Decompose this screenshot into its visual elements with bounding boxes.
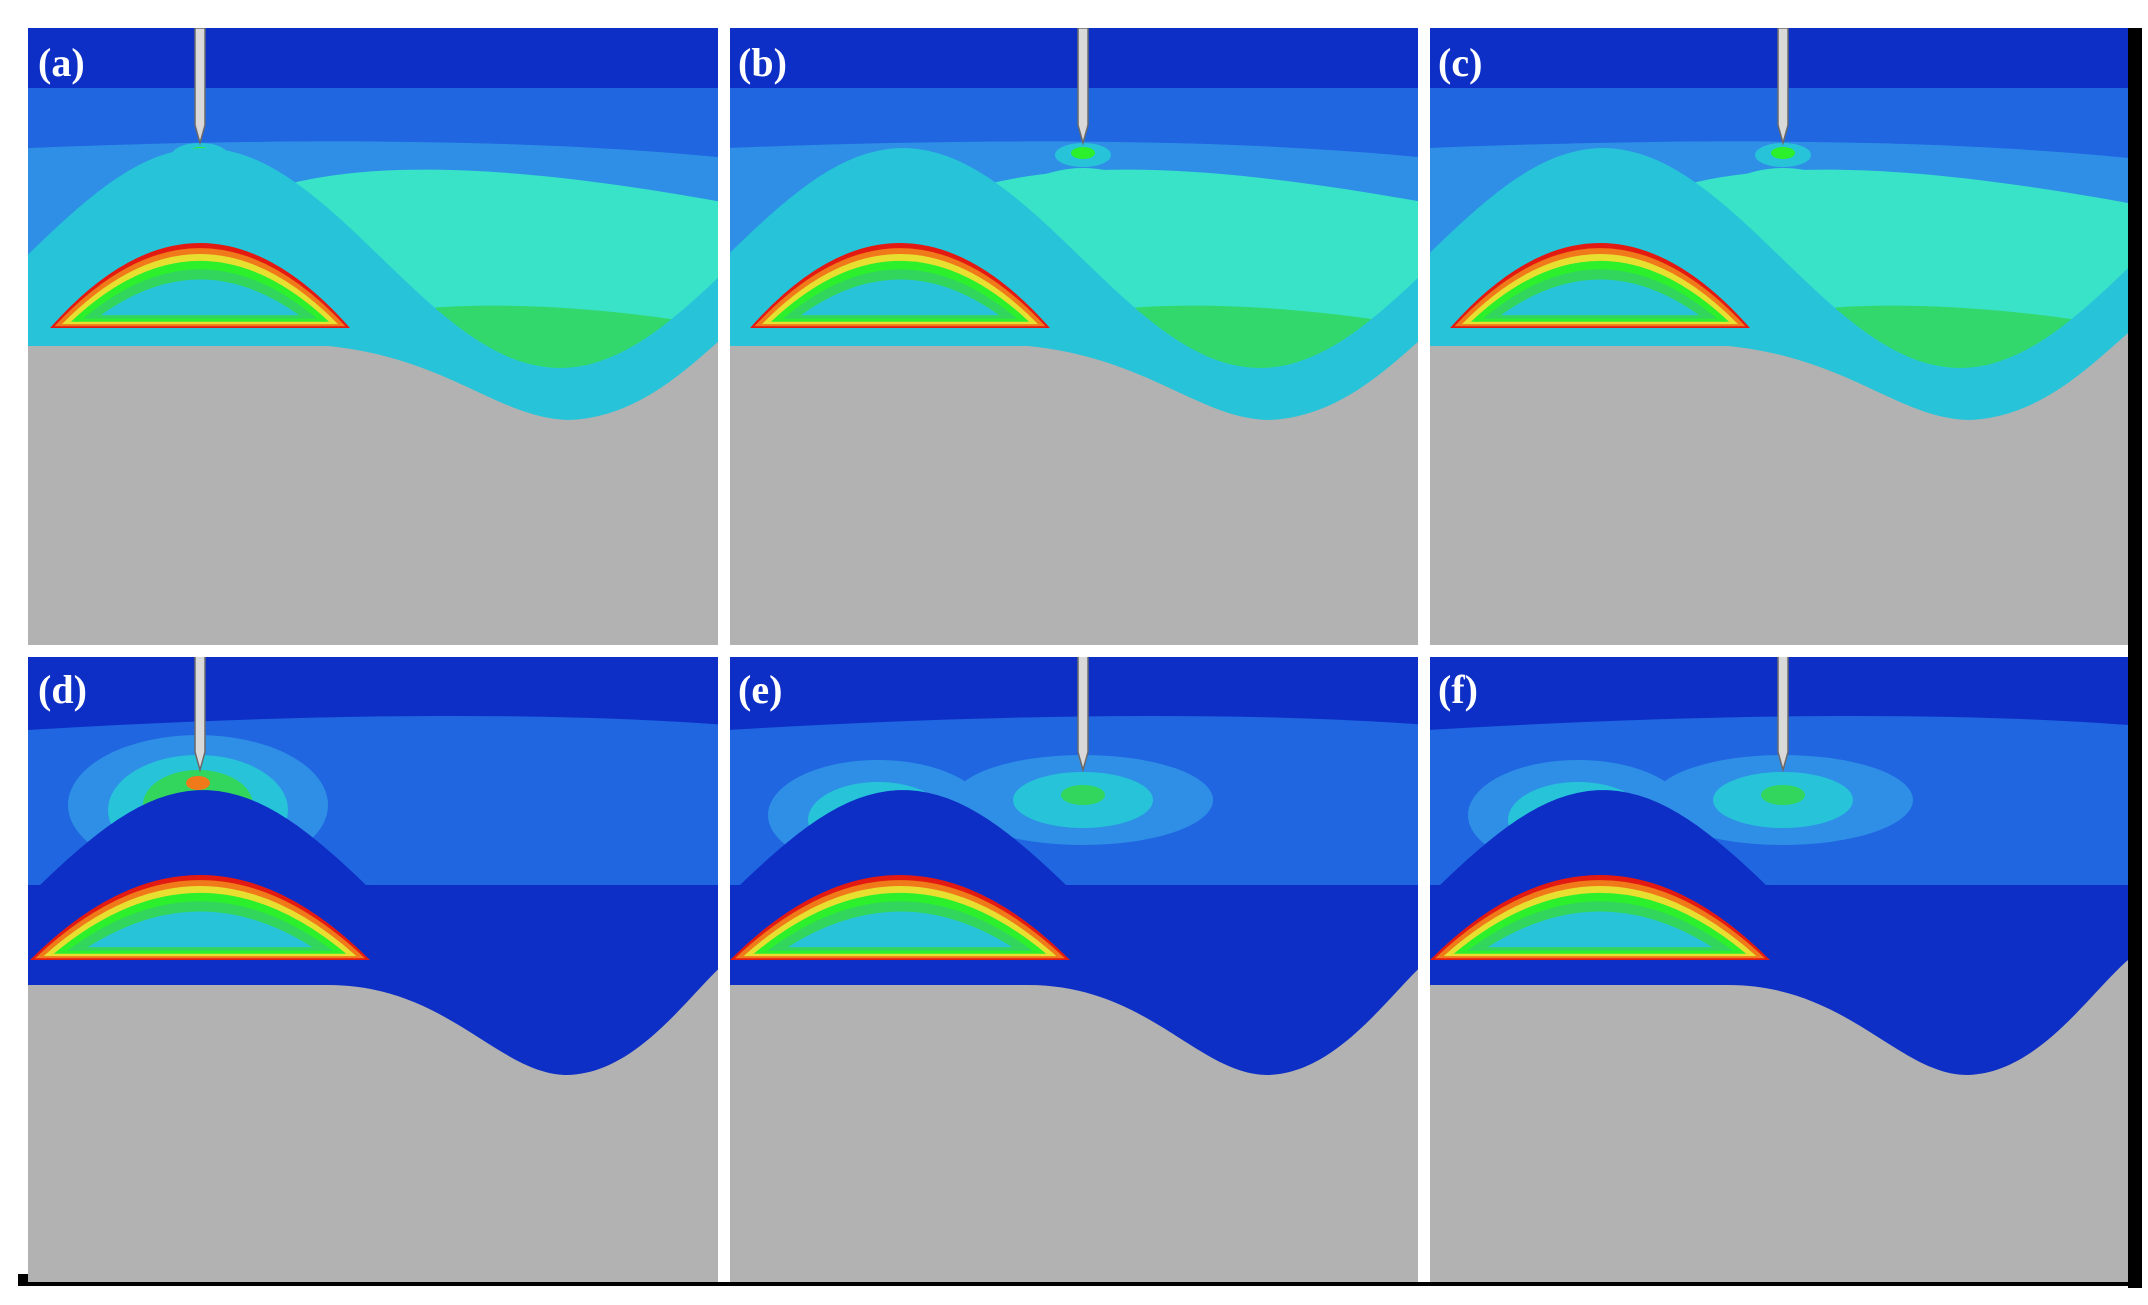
panel-label: (e) bbox=[738, 667, 782, 712]
panel-label: (b) bbox=[738, 40, 787, 85]
indenter-tip bbox=[1777, 28, 1789, 146]
indenter-tip bbox=[1777, 655, 1789, 773]
panel-label: (c) bbox=[1438, 40, 1482, 85]
contour-panel-e: (e) bbox=[728, 655, 1428, 1282]
panel-grid: (a) (b) (c) (d) (e) (f) bbox=[28, 28, 2128, 1282]
indenter-tip bbox=[1077, 655, 1089, 773]
indenter-tip bbox=[1077, 28, 1089, 146]
frame-right-edge bbox=[2128, 28, 2142, 1288]
contour-panel-a: (a) bbox=[28, 28, 728, 655]
panel-label: (d) bbox=[38, 667, 87, 712]
panel-label: (f) bbox=[1438, 667, 1478, 712]
panel-label: (a) bbox=[38, 40, 85, 85]
contour-panel-b: (b) bbox=[728, 28, 1428, 655]
horizontal-divider bbox=[28, 645, 2128, 657]
indenter-tip bbox=[194, 28, 206, 146]
contour-panel-c: (c) bbox=[1428, 28, 2128, 655]
indenter-tip bbox=[194, 655, 206, 773]
contour-panel-d: (d) bbox=[28, 655, 728, 1282]
contour-panel-f: (f) bbox=[1428, 655, 2128, 1282]
